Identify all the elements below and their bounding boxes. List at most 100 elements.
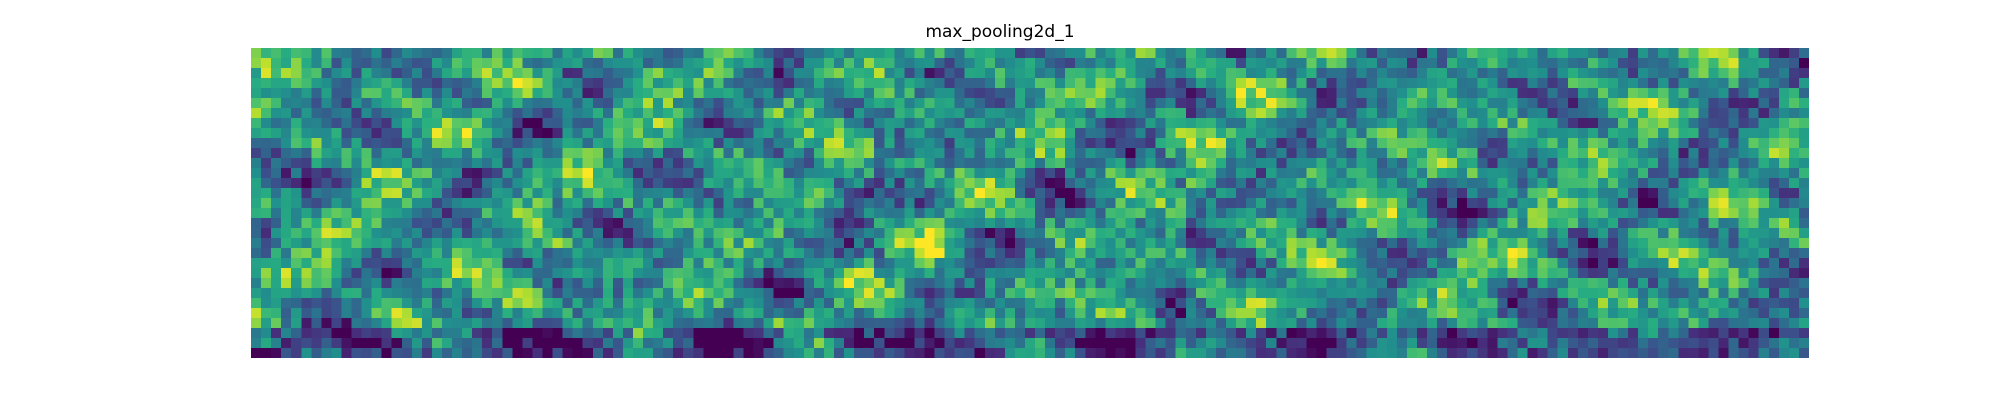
heatmap-cell [401,108,413,119]
heatmap-cell [1306,258,1317,269]
heatmap-cell [934,148,945,159]
heatmap-cell [1638,328,1649,339]
heatmap-cell [1014,148,1026,159]
heatmap-cell [904,188,915,199]
heatmap-cell [1366,78,1378,89]
heatmap-cell [683,128,694,139]
heatmap-cell [823,188,835,199]
heatmap-cell [1798,48,1809,59]
heatmap-cell [693,198,704,209]
heatmap-cell [612,198,624,209]
heatmap-cell [1708,348,1719,358]
heatmap-cell [1185,288,1197,299]
heatmap-cell [1185,218,1197,229]
heatmap-cell [1014,278,1026,289]
heatmap-cell [1628,208,1639,219]
heatmap-cell [1738,338,1750,349]
heatmap-cell [954,138,966,149]
heatmap-cell [894,128,905,139]
heatmap-cell [683,78,694,89]
heatmap-cell [1768,348,1780,358]
heatmap-cell [844,128,855,139]
heatmap-cell [1366,48,1378,59]
heatmap-cell [381,208,393,219]
heatmap-cell [472,208,483,219]
heatmap-cell [643,248,654,259]
heatmap-cell [1336,208,1348,219]
heatmap-cell [311,318,322,329]
heatmap-cell [431,218,443,229]
heatmap-cell [1587,238,1599,249]
heatmap-cell [1286,98,1297,109]
heatmap-cell [622,318,634,329]
heatmap-cell [1266,238,1277,249]
heatmap-cell [1386,278,1398,289]
heatmap-cell [1618,308,1629,319]
heatmap-cell [1507,168,1518,179]
heatmap-cell [773,88,785,99]
heatmap-cell [351,108,362,119]
heatmap-cell [572,48,584,59]
heatmap-cell [472,98,483,109]
heatmap-cell [1306,128,1317,139]
heatmap-cell [1748,148,1760,159]
heatmap-cell [1035,338,1046,349]
heatmap-cell [653,58,664,69]
heatmap-cell [1457,48,1468,59]
heatmap-cell [441,68,453,79]
heatmap-cell [1447,158,1458,169]
heatmap-cell [683,268,694,279]
heatmap-cell [1376,88,1388,99]
heatmap-cell [1286,308,1297,319]
heatmap-cell [261,98,272,109]
heatmap-cell [1276,148,1287,159]
heatmap-cell [1226,158,1237,169]
heatmap-cell [321,68,332,79]
heatmap-cell [683,248,694,259]
heatmap-cell [632,128,644,139]
heatmap-cell [502,308,513,319]
heatmap-cell [743,158,754,169]
heatmap-cell [1477,308,1488,319]
heatmap-cell [452,128,463,139]
heatmap-cell [572,288,584,299]
heatmap-cell [1607,328,1619,339]
heatmap-cell [1075,188,1086,199]
heatmap-cell [261,228,272,239]
heatmap-cell [1567,48,1579,59]
heatmap-cell [713,48,724,59]
heatmap-cell [512,118,523,129]
heatmap-cell [1467,258,1478,269]
heatmap-cell [542,128,553,139]
heatmap-cell [1477,348,1488,358]
heatmap-cell [331,218,342,229]
heatmap-cell [1688,158,1699,169]
heatmap-cell [1055,268,1066,279]
heatmap-cell [683,208,694,219]
heatmap-cell [723,78,734,89]
heatmap-cell [1045,108,1056,119]
heatmap-cell [552,348,563,358]
heatmap-cell [361,188,373,199]
heatmap-cell [452,238,463,249]
heatmap-cell [1366,248,1378,259]
heatmap-cell [1477,328,1488,339]
heatmap-cell [1487,78,1498,89]
heatmap-cell [1145,248,1157,259]
heatmap-cell [1668,98,1679,109]
heatmap-cell [592,318,604,329]
heatmap-cell [994,128,1006,139]
heatmap-cell [1648,308,1659,319]
heatmap-cell [291,118,302,129]
heatmap-cell [1336,338,1348,349]
heatmap-cell [1587,188,1599,199]
heatmap-cell [1145,128,1157,139]
heatmap-cell [271,338,282,349]
heatmap-cell [311,128,322,139]
heatmap-cell [562,228,574,239]
heatmap-cell [813,88,825,99]
heatmap-cell [1527,68,1539,79]
heatmap-cell [743,128,754,139]
heatmap-cell [1215,128,1227,139]
heatmap-cell [643,318,654,329]
